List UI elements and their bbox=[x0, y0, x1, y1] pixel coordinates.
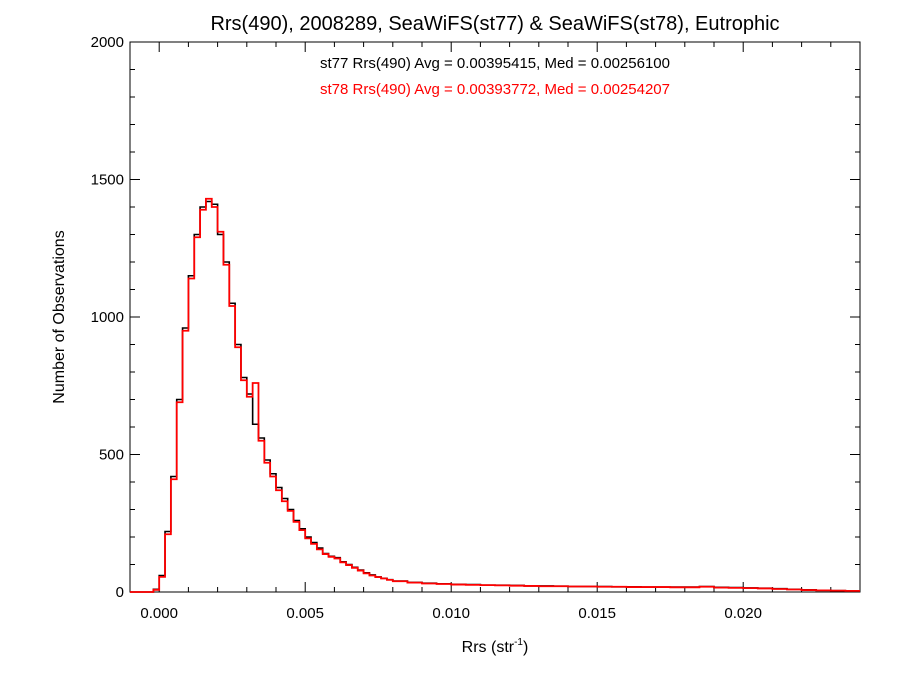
axis-ticks bbox=[129, 41, 860, 593]
chart-title: Rrs(490), 2008289, SeaWiFS(st77) & SeaWi… bbox=[210, 13, 779, 35]
y-tick-label: 1500 bbox=[91, 172, 124, 189]
y-tick-label: 0 bbox=[116, 584, 124, 601]
x-tick-label: 0.020 bbox=[724, 605, 762, 622]
x-tick-label: 0.000 bbox=[140, 605, 178, 622]
plot-frame bbox=[129, 41, 861, 593]
axis-tick-labels: 0.000 0.005 0.010 0.015 0.020 0 500 1000 1500 200… bbox=[91, 34, 762, 622]
st77-stats-annotation: st77 Rrs(490) Avg = 0.00395415, Med = 0.… bbox=[320, 55, 670, 72]
x-tick-label: 0.010 bbox=[432, 605, 470, 622]
x-axis-label-superscript: -1 bbox=[514, 637, 523, 648]
y-tick-label: 500 bbox=[99, 447, 124, 464]
y-tick-label: 1000 bbox=[91, 309, 124, 326]
x-tick-label: 0.005 bbox=[286, 605, 324, 622]
y-axis-label: Number of Observations bbox=[51, 230, 68, 403]
series-st77-histogram bbox=[130, 200, 860, 593]
series-st78-histogram bbox=[130, 197, 860, 593]
y-tick-label: 2000 bbox=[91, 34, 124, 51]
st78-stats-annotation: st78 Rrs(490) Avg = 0.00393772, Med = 0.… bbox=[320, 81, 670, 98]
x-tick-label: 0.015 bbox=[578, 605, 616, 622]
x-axis-label: Rrs (str-1) bbox=[462, 637, 529, 656]
